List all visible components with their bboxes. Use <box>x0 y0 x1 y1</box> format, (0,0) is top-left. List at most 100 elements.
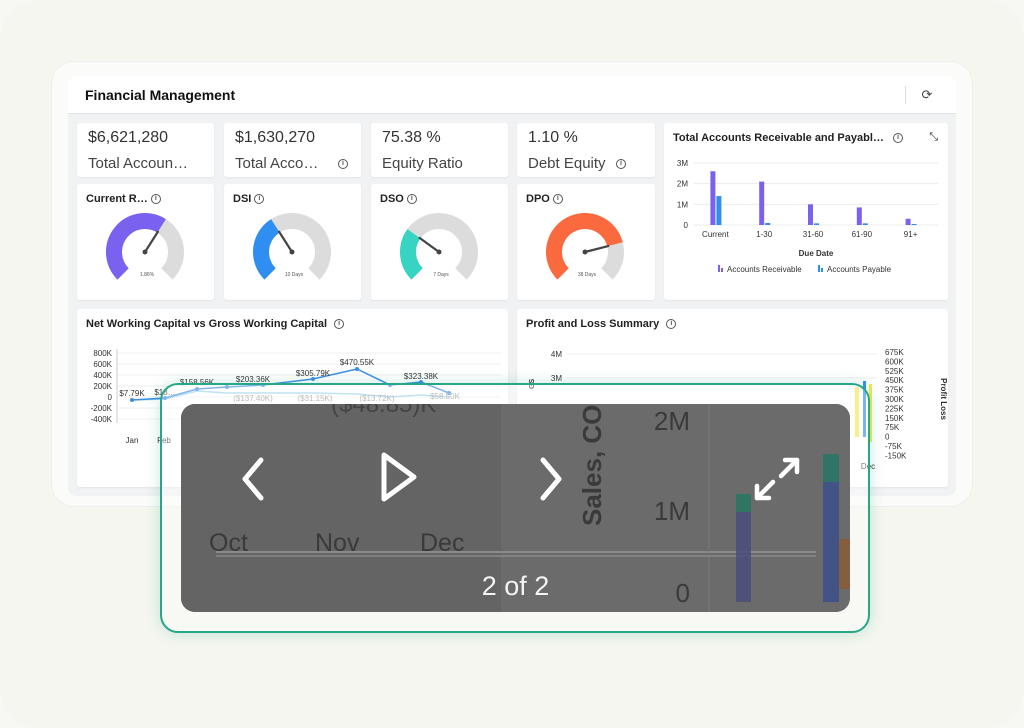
gauge-hub <box>436 249 442 255</box>
y-right-tick-label: 675K <box>885 348 904 357</box>
kpi-value: $6,621,280 <box>88 129 169 146</box>
data-point <box>355 367 359 371</box>
bar-accounts-payable <box>716 196 722 225</box>
gauge-needle <box>583 244 610 254</box>
y-right-tick-label: 225K <box>885 404 904 413</box>
gauge-fill <box>546 213 623 280</box>
chevron-right-icon[interactable] <box>535 456 565 507</box>
legend-swatch <box>818 265 820 272</box>
refresh-icon[interactable]: ⟳ <box>921 87 933 102</box>
info-icon[interactable]: i <box>892 133 903 144</box>
y-tick-label: -400K <box>91 415 113 424</box>
bar-chart: 0 1M 2M 3M Current 1-30 31-60 61-90 91+ Due Date A… <box>677 159 938 274</box>
y-right-tick-label: 0 <box>885 433 890 442</box>
kpi-card-debt-equity[interactable]: 1.10 % Debt Equity i <box>517 123 655 177</box>
gauge-card-dsi[interactable]: DSI i 10 Days <box>224 184 361 300</box>
y-right-tick-label: 525K <box>885 367 904 376</box>
gauge-title: DSI <box>233 193 252 205</box>
bar-profit <box>869 384 872 442</box>
y-right-tick-label: 150K <box>885 414 904 423</box>
y-tick-label: 2M <box>677 180 688 189</box>
info-icon[interactable]: i <box>150 194 161 205</box>
data-label: ($137.40K) <box>233 394 273 403</box>
viewer-left-panel <box>181 404 501 612</box>
receivable-payable-chart-card[interactable]: Total Accounts Receivable and Payabl… i … <box>664 123 948 300</box>
data-label: $470.55K <box>340 358 375 367</box>
info-icon[interactable]: i <box>334 319 345 330</box>
viewer-y-tick: 1M <box>654 496 690 526</box>
legend-swatch <box>718 265 720 272</box>
info-icon[interactable]: i <box>406 194 417 205</box>
y-right-tick-label: 600K <box>885 357 904 366</box>
series-line-gross <box>131 390 450 401</box>
info-icon[interactable]: i <box>666 319 677 330</box>
kpi-value: $1,630,270 <box>235 129 316 146</box>
kpi-card-equity-ratio[interactable]: 75.38 % Equity Ratio <box>371 123 508 177</box>
bar-accounts-payable <box>814 223 819 225</box>
gauge-needle <box>143 230 159 254</box>
kpi-label: Debt Equity <box>528 155 606 172</box>
chart-title: Total Accounts Receivable and Payabl… <box>673 132 884 144</box>
info-icon[interactable]: i <box>616 159 626 169</box>
kpi-value: 75.38 % <box>382 129 441 146</box>
viewer-bar <box>839 539 850 589</box>
y-right-tick-label: 75K <box>885 423 900 432</box>
gauge-card-dpo[interactable]: DPO i 38 Days <box>517 184 655 300</box>
dashboard-title: Financial Management <box>85 87 236 103</box>
y-right-tick-label: -75K <box>885 442 903 451</box>
gauge-fill <box>400 229 424 280</box>
viewer-month-label: Oct <box>209 529 248 557</box>
chart-title: Net Working Capital vs Gross Working Cap… <box>86 318 328 330</box>
legend-label: Accounts Receivable <box>727 265 802 274</box>
legend-swatch <box>721 268 723 272</box>
x-tick-label: 31-60 <box>803 230 824 239</box>
chevron-left-icon[interactable] <box>239 456 269 507</box>
data-point <box>447 391 451 395</box>
info-icon[interactable]: i <box>338 159 348 169</box>
kpi-card-total-accounts-payable[interactable]: $1,630,270 Total Acco… i <box>224 123 361 177</box>
viewer-bar <box>823 454 839 602</box>
info-icon[interactable]: i <box>254 194 265 205</box>
bar-accounts-receivable <box>759 181 765 225</box>
bar-accounts-payable <box>765 222 771 225</box>
media-viewer[interactable]: Oct Nov Dec Sales, CO 2M 1M 0 ($48.85)K 2 of 2 <box>181 404 850 612</box>
y-tick-label: 3M <box>551 374 562 383</box>
viewer-y-tick: 2M <box>654 406 690 436</box>
slide-counter: 2 of 2 <box>481 571 550 601</box>
chart-title: Profit and Loss Summary <box>526 318 660 330</box>
gauge-caption: 1.86% <box>140 272 155 278</box>
viewer-background-chart: Oct Nov Dec Sales, CO 2M 1M 0 ($48.85)K <box>181 404 850 612</box>
viewer-month-label: Nov <box>315 529 360 557</box>
y-tick-label: 3M <box>677 159 688 168</box>
x-tick-label: 1-30 <box>756 230 773 239</box>
x-tick-label: 91+ <box>904 230 918 239</box>
gauge-hub <box>142 249 148 255</box>
gauge-fill <box>106 213 166 280</box>
kpi-card-total-accounts-receivable[interactable]: $6,621,280 Total Accoun… <box>77 123 214 177</box>
expand-icon[interactable]: ⤡ <box>929 131 938 143</box>
y-right-tick-label: 450K <box>885 376 904 385</box>
legend-swatch <box>821 268 823 272</box>
data-label: $323.38K <box>404 372 439 381</box>
gauge-card-current-ratio[interactable]: Current R… i 1.86% <box>77 184 214 300</box>
y-tick-label: 1M <box>677 200 688 209</box>
gauge-caption: 10 Days <box>285 272 304 278</box>
bar-sales <box>863 381 866 437</box>
bar-accounts-payable <box>862 223 868 225</box>
info-icon[interactable]: i <box>552 194 563 205</box>
play-icon[interactable] <box>379 450 419 509</box>
y-right-axis-label: Profit Loss <box>939 378 948 420</box>
y-tick-label: -200K <box>91 404 113 413</box>
viewer-month-label: Dec <box>420 529 464 557</box>
gauge-needle <box>278 230 294 254</box>
gauge-fill <box>253 219 281 280</box>
gauge-needle <box>418 236 441 254</box>
gauge: 1.86% <box>106 213 184 280</box>
expand-icon[interactable] <box>753 456 801 507</box>
gauge-caption: 38 Days <box>578 272 597 278</box>
data-point <box>225 385 229 389</box>
kpi-value: 1.10 % <box>528 129 578 146</box>
y-tick-label: 200K <box>93 382 112 391</box>
gauge-card-dso[interactable]: DSO i 7 Days <box>371 184 508 300</box>
y-tick-label: 600K <box>93 360 112 369</box>
